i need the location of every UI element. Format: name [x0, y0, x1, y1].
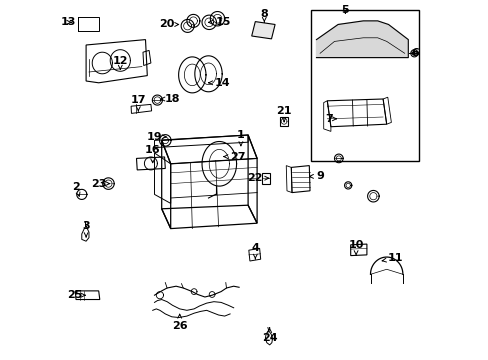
Text: 21: 21: [276, 106, 291, 122]
Text: 5: 5: [341, 5, 348, 15]
Bar: [310, 10, 418, 161]
Text: 8: 8: [260, 9, 267, 22]
Text: 22: 22: [247, 173, 268, 183]
Text: 4: 4: [251, 243, 259, 259]
Text: 14: 14: [208, 78, 230, 88]
Text: 3: 3: [82, 221, 90, 237]
Text: 23: 23: [91, 179, 109, 189]
Text: 12: 12: [112, 56, 128, 69]
Polygon shape: [251, 22, 275, 39]
Text: 11: 11: [381, 253, 403, 264]
Text: 26: 26: [172, 314, 187, 331]
Text: 7: 7: [325, 114, 336, 124]
Text: 1: 1: [237, 130, 244, 146]
Text: 10: 10: [348, 240, 363, 255]
Text: 27: 27: [224, 152, 245, 162]
Text: 15: 15: [208, 17, 230, 27]
Text: 6: 6: [410, 48, 419, 58]
Text: 19: 19: [146, 132, 166, 142]
Text: 20: 20: [159, 19, 178, 30]
Text: 17: 17: [130, 95, 146, 111]
Text: 2: 2: [72, 182, 80, 196]
Text: 9: 9: [309, 171, 324, 181]
Text: 16: 16: [144, 145, 160, 163]
Text: 24: 24: [262, 328, 277, 343]
Text: 18: 18: [161, 94, 180, 104]
Polygon shape: [316, 21, 407, 58]
Text: 25: 25: [67, 290, 85, 300]
Text: 13: 13: [61, 17, 76, 27]
